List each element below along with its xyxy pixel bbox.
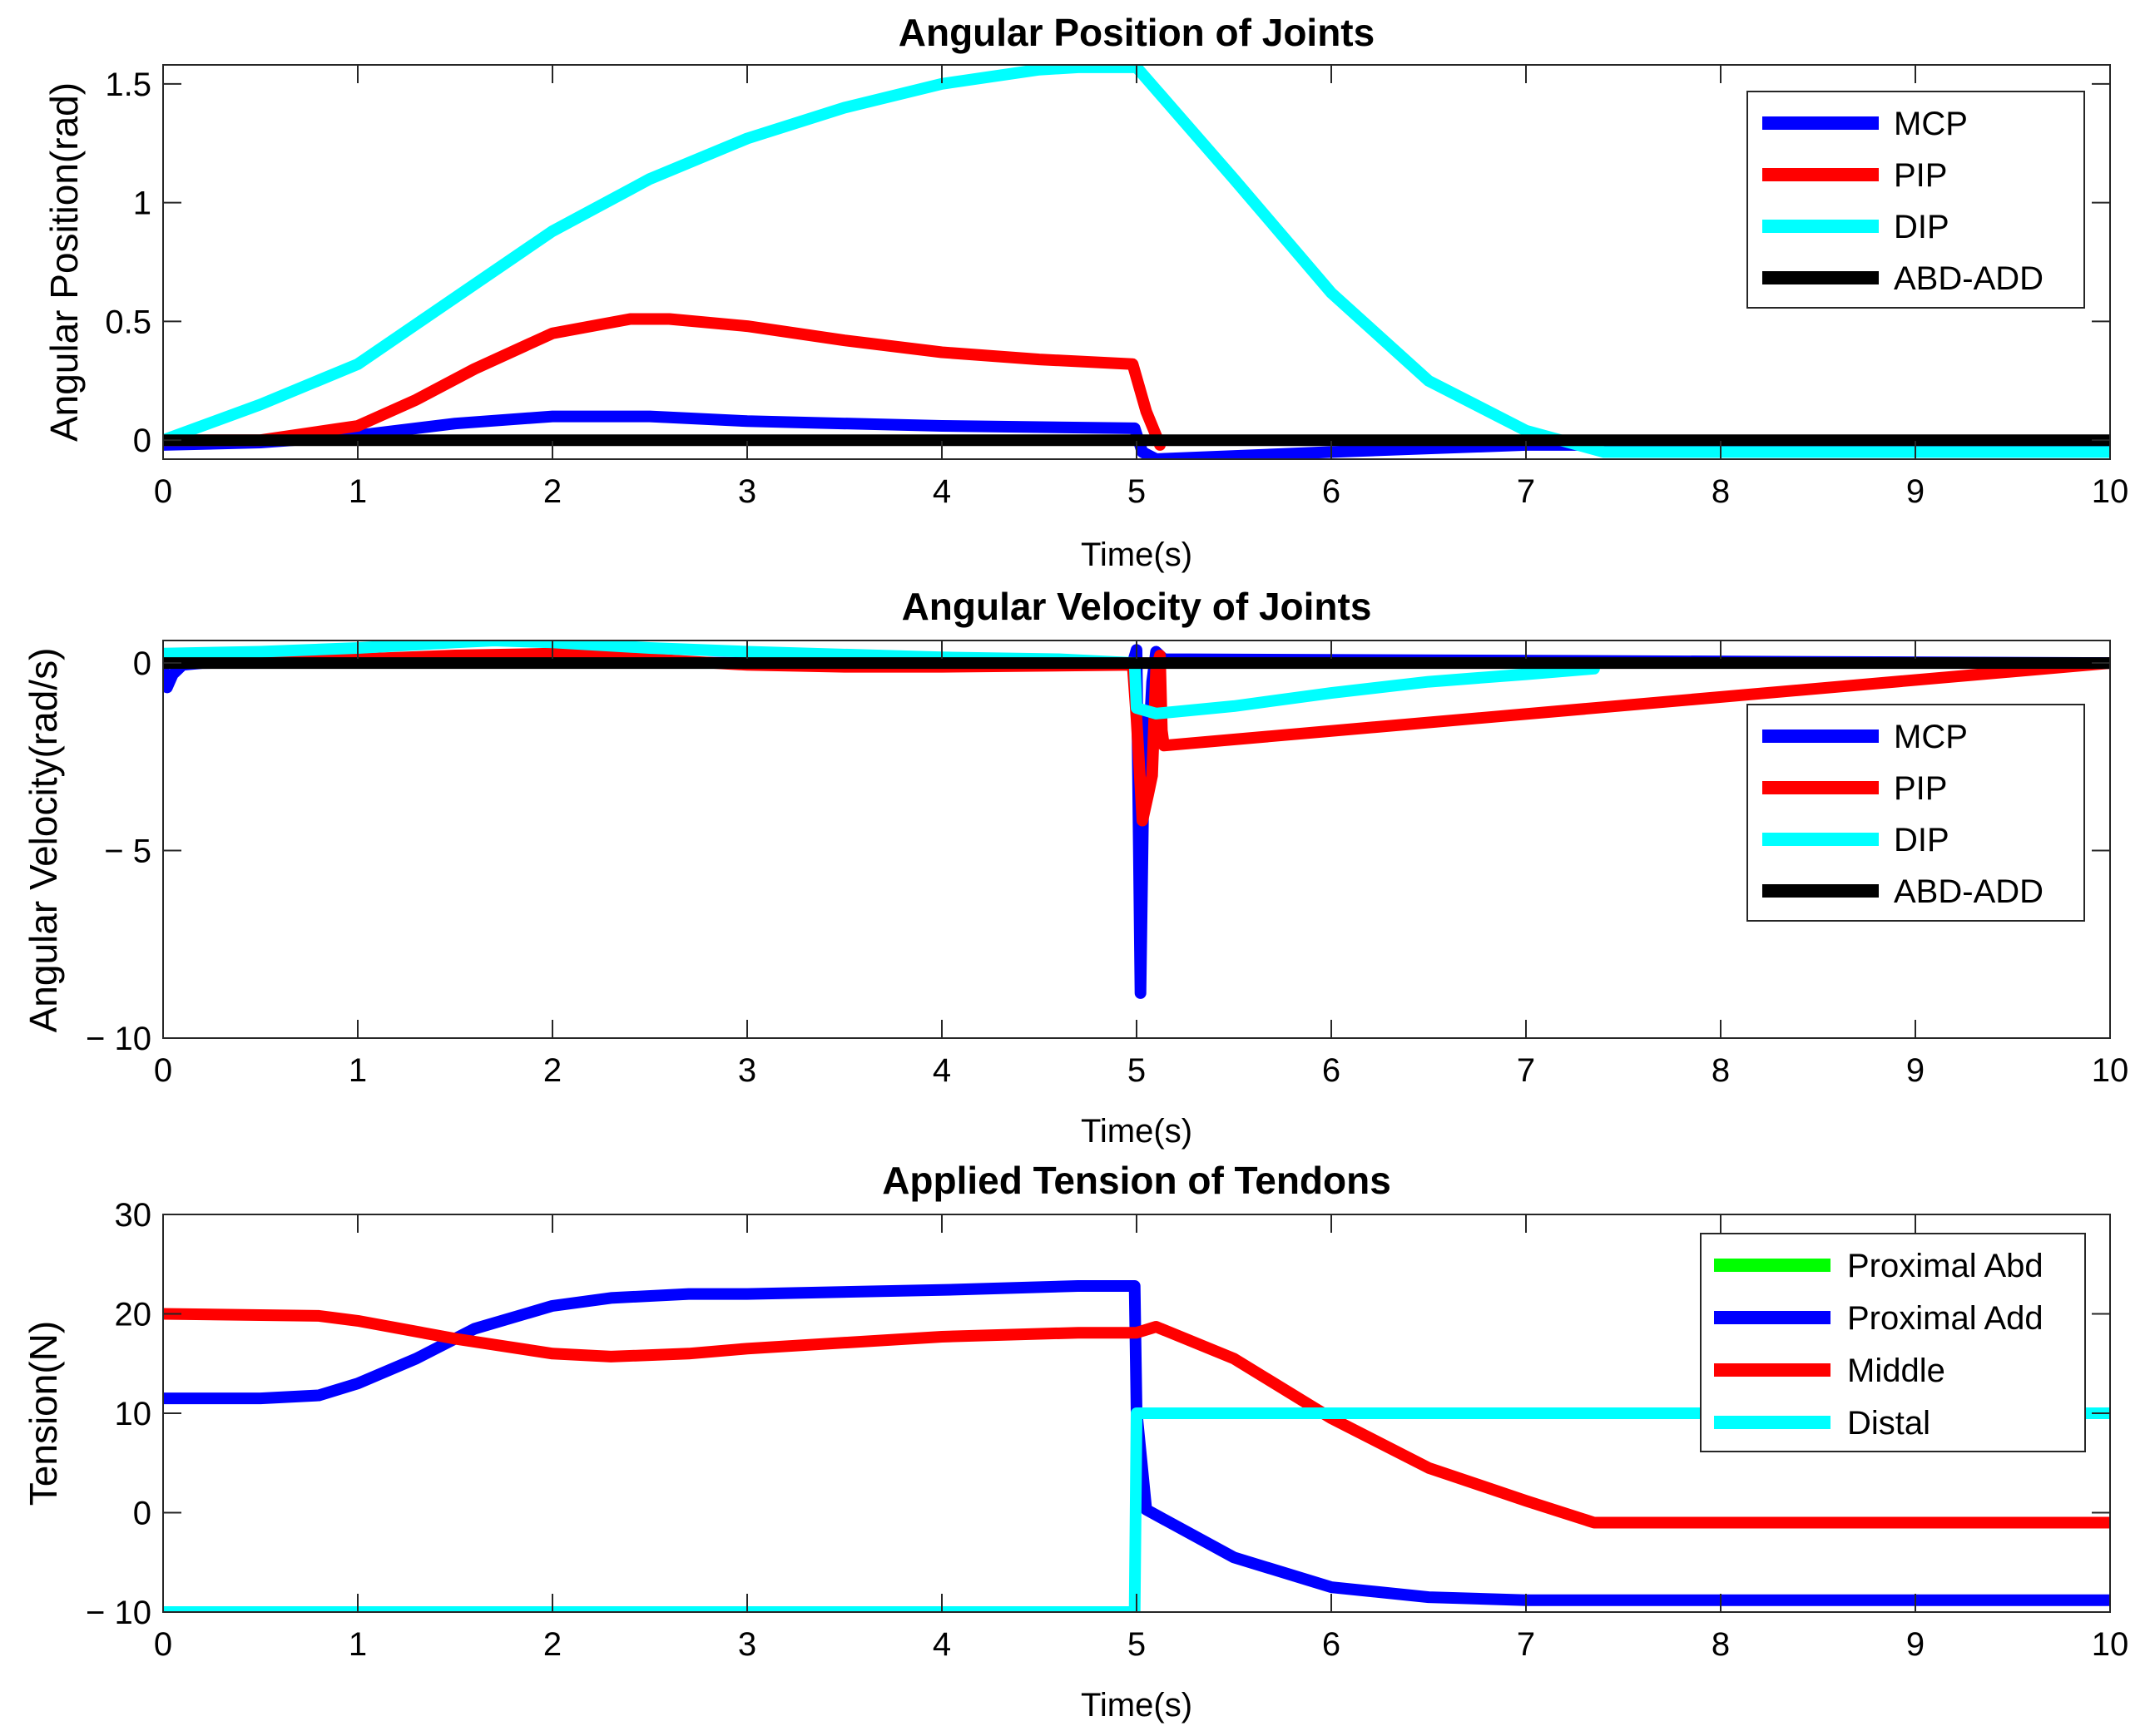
position-y-axis-label: Angular Position(rad): [42, 82, 86, 442]
position-xtick-label: 10: [2092, 473, 2129, 510]
velocity-xtick-label: 9: [1906, 1052, 1925, 1089]
position-xtick-label: 6: [1322, 473, 1340, 510]
position-ytick-label: 1.5: [105, 67, 151, 103]
tension-legend-label-proximal-abd: Proximal Abd: [1847, 1248, 2043, 1284]
tension-chart-title: Applied Tension of Tendons: [882, 1159, 1391, 1202]
tension-xtick-label: 9: [1906, 1626, 1925, 1663]
tension-xtick-label: 0: [154, 1626, 172, 1663]
velocity-ytick-label: 0: [133, 645, 151, 682]
tension-xtick-label: 6: [1322, 1626, 1340, 1663]
velocity-xtick-label: 7: [1517, 1052, 1535, 1089]
position-xticks: 0 1 2 3 4 5 6 7 8 9 10: [154, 65, 2128, 510]
tension-xtick-label: 8: [1712, 1626, 1730, 1663]
position-ytick-label: 1: [133, 185, 151, 222]
tension-x-axis-label: Time(s): [1081, 1687, 1192, 1724]
velocity-xtick-label: 8: [1712, 1052, 1730, 1089]
tension-line-middle: [163, 1308, 2110, 1529]
velocity-xtick-label: 0: [154, 1052, 172, 1089]
tension-ytick-label: − 10: [86, 1595, 151, 1631]
position-panel: Angular Position of Joints 0 1 2 3 4 5 6 7 8 9 10 …: [42, 11, 2128, 573]
tension-xtick-label: 5: [1127, 1626, 1146, 1663]
velocity-y-axis-label: Angular Velocity(rad/s): [22, 648, 65, 1033]
position-chart-title: Angular Position of Joints: [899, 11, 1375, 54]
tension-xtick-label: 1: [349, 1626, 367, 1663]
position-xtick-label: 8: [1712, 473, 1730, 510]
position-xtick-label: 7: [1517, 473, 1535, 510]
position-xtick-label: 0: [154, 473, 172, 510]
position-line-pip: [163, 313, 1167, 451]
velocity-xtick-label: 6: [1322, 1052, 1340, 1089]
velocity-legend-label-pip: PIP: [1894, 770, 1947, 807]
position-xtick-label: 4: [933, 473, 951, 510]
velocity-yticks: − 10 − 5 0: [86, 645, 2110, 1057]
position-line-dip: [163, 65, 2110, 458]
tension-xtick-label: 2: [543, 1626, 562, 1663]
velocity-legend: MCP PIP DIP ABD-ADD: [1746, 704, 2085, 922]
position-xtick-label: 9: [1906, 473, 1925, 510]
velocity-legend-label-dip: DIP: [1894, 822, 1949, 858]
tension-ytick-label: 0: [133, 1496, 151, 1532]
tension-legend: Proximal Abd Proximal Add Middle Distal: [1700, 1233, 2086, 1452]
tension-yticks: − 10 0 10 20 30: [86, 1197, 2110, 1631]
tension-panel: Applied Tension of Tendons 0 1 2 3 4 5 6 7 8 9 10 …: [22, 1159, 2128, 1724]
velocity-x-axis-label: Time(s): [1081, 1113, 1192, 1150]
position-legend: MCP PIP DIP ABD-ADD: [1746, 91, 2085, 309]
position-ytick-label: 0: [133, 423, 151, 459]
velocity-lines: [163, 640, 2110, 999]
velocity-legend-label-mcp: MCP: [1894, 719, 1968, 755]
position-ytick-label: 0.5: [105, 304, 151, 340]
tension-xtick-label: 3: [738, 1626, 756, 1663]
position-x-axis-label: Time(s): [1081, 537, 1192, 573]
position-yticks: 0 0.5 1 1.5: [105, 67, 2110, 459]
position-legend-label-abd-add: ABD-ADD: [1894, 260, 2043, 297]
velocity-xtick-label: 2: [543, 1052, 562, 1089]
velocity-chart-title: Angular Velocity of Joints: [902, 585, 1372, 628]
velocity-xticks: 0 1 2 3 4 5 6 7 8 9 10: [154, 640, 2128, 1089]
tension-legend-label-middle: Middle: [1847, 1353, 1945, 1389]
tension-y-axis-label: Tension(N): [22, 1321, 65, 1506]
velocity-ytick-label: − 10: [86, 1021, 151, 1057]
velocity-xtick-label: 3: [738, 1052, 756, 1089]
position-xtick-label: 2: [543, 473, 562, 510]
velocity-ytick-label: − 5: [104, 833, 151, 870]
velocity-xtick-label: 10: [2092, 1052, 2129, 1089]
position-lines: [163, 65, 2110, 459]
tension-line-proximal-add: [163, 1280, 2110, 1606]
tension-legend-label-proximal-add: Proximal Add: [1847, 1300, 2043, 1337]
position-xtick-label: 1: [349, 473, 367, 510]
position-legend-label-dip: DIP: [1894, 209, 1949, 245]
position-xtick-label: 5: [1127, 473, 1146, 510]
velocity-xtick-label: 5: [1127, 1052, 1146, 1089]
tension-ytick-label: 30: [115, 1197, 152, 1234]
tension-ytick-label: 10: [115, 1396, 152, 1432]
velocity-legend-label-abd-add: ABD-ADD: [1894, 873, 2043, 910]
position-legend-label-mcp: MCP: [1894, 106, 1968, 142]
tension-xtick-label: 4: [933, 1626, 951, 1663]
tension-lines: [163, 1280, 2110, 1612]
tension-xticks: 0 1 2 3 4 5 6 7 8 9 10: [154, 1214, 2128, 1663]
position-line-mcp: [163, 410, 2110, 459]
velocity-xtick-label: 4: [933, 1052, 951, 1089]
tension-line-distal: [163, 1407, 2110, 1612]
tension-legend-label-distal: Distal: [1847, 1405, 1930, 1442]
position-xtick-label: 3: [738, 473, 756, 510]
tension-xtick-label: 7: [1517, 1626, 1535, 1663]
tension-ytick-label: 20: [115, 1297, 152, 1333]
position-legend-label-pip: PIP: [1894, 157, 1947, 194]
velocity-panel: Angular Velocity of Joints 0 1 2 3 4 5 6 7 8 9 10 …: [22, 585, 2128, 1150]
tension-xtick-label: 10: [2092, 1626, 2129, 1663]
velocity-xtick-label: 1: [349, 1052, 367, 1089]
